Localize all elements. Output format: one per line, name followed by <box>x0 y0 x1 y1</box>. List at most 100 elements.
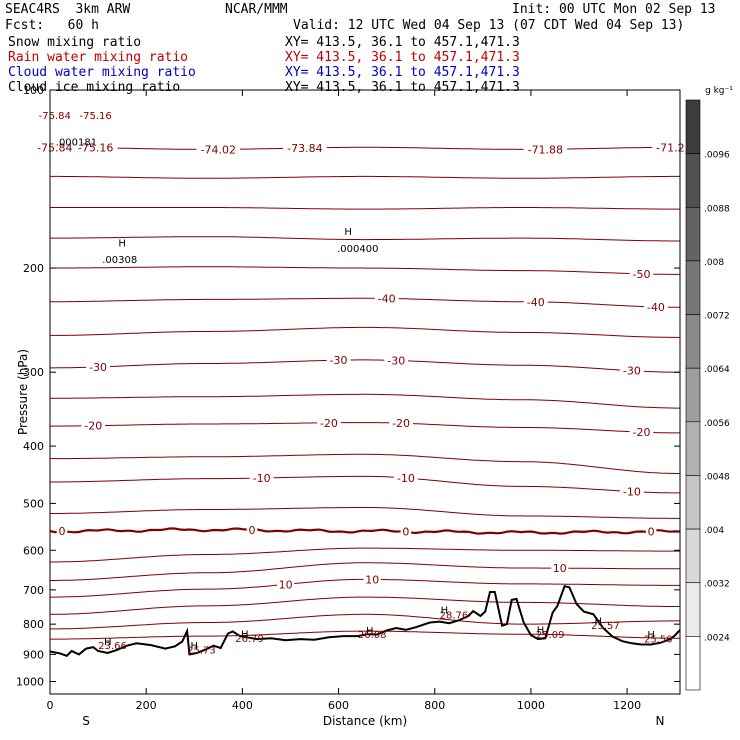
colorbar-label-4: .0064 <box>704 365 730 375</box>
isotherm-label-5-2: -40 <box>647 301 665 314</box>
isotherm-line-6 <box>50 326 680 338</box>
annotation-17: 25.09 <box>536 630 565 641</box>
isotherm-label-bg <box>277 578 295 591</box>
isotherm-line-17 <box>50 596 680 615</box>
terrain-layer <box>49 585 681 657</box>
isotherm-label-bg <box>400 525 412 538</box>
y-tick-label-1: 200 <box>23 262 44 275</box>
isotherm-label-bg <box>363 573 381 586</box>
isotherm-label-7-1: -30 <box>330 354 348 367</box>
colorbar-label-1: .0088 <box>704 204 730 214</box>
colorbar-label-7: .004 <box>704 526 724 536</box>
isotherm-label-bg <box>389 417 413 430</box>
isotherm-label-bg <box>81 419 106 432</box>
isotherm-line-8 <box>50 393 680 409</box>
field-xy-cloud-ice: XY= 413.5, 36.1 to 457.1,471.3 <box>285 80 520 95</box>
isotherm-label-13-2: 0 <box>402 525 409 538</box>
field-xy-rain: XY= 413.5, 36.1 to 457.1,471.3 <box>285 50 520 65</box>
isotherm-label-13-0: 0 <box>59 525 66 538</box>
north-label: N <box>656 714 665 728</box>
isotherm-label-bg <box>86 360 110 373</box>
isotherm-label-bg <box>645 525 657 538</box>
isotherm-label-0-3: -73.84 <box>287 142 322 155</box>
colorbar-label-6: .0048 <box>704 472 730 482</box>
colorbar-label-8: .0032 <box>704 580 730 590</box>
isotherm-label-bg <box>551 562 569 575</box>
forecast-hour: Fcst: 60 h <box>5 18 99 33</box>
colorbar-segment-10 <box>685 636 701 691</box>
x-tick-label-1: 200 <box>136 699 157 712</box>
annotation-7: 23.66 <box>98 641 127 652</box>
field-xy-snow: XY= 413.5, 36.1 to 457.1,471.3 <box>285 35 520 50</box>
isotherm-label-bg <box>393 471 418 484</box>
isotherm-line-15 <box>50 562 680 581</box>
colorbar-label-9: .0024 <box>704 633 730 643</box>
isotherm-label-bg <box>56 525 68 538</box>
y-tick-label-5: 600 <box>23 544 44 557</box>
isotherm-line-2 <box>50 207 680 210</box>
isotherm-label-bg <box>33 141 77 154</box>
annotation-18: H <box>537 626 545 637</box>
colorbar-label-0: .0096 <box>704 151 730 161</box>
isotherm-label-9-1: -20 <box>320 417 338 430</box>
annotation-12: H <box>241 630 249 641</box>
isotherm-line-5 <box>50 297 680 308</box>
y-tick-label-0: 100 <box>23 84 44 97</box>
isotherm-label-11-1: -10 <box>397 472 415 485</box>
axes-layer: 0 200 400 600 800 1000 12001002003004005006007… <box>16 84 680 712</box>
isotherm-line-4 <box>50 266 680 275</box>
model-title: SEAC4RS 3km ARW <box>5 2 131 17</box>
south-label: S <box>82 714 90 728</box>
isotherm-label-bg <box>283 141 327 154</box>
annotation-10: H <box>191 641 199 652</box>
isotherm-line-13 <box>49 527 681 535</box>
isotherm-label-7-2: -30 <box>387 354 405 367</box>
isotherm-label-bg <box>317 416 341 429</box>
y-tick-label-8: 900 <box>23 648 44 661</box>
isotherm-line-12 <box>50 507 680 519</box>
isotherm-label-15-0: 10 <box>553 562 567 575</box>
field-name-cloud-ice: Cloud ice mixing ratio <box>8 80 181 95</box>
isotherm-label-bg <box>523 143 568 156</box>
isotherm-label-7-0: -30 <box>89 361 107 374</box>
annotation-5: .000400 <box>337 244 378 255</box>
plot-frame <box>49 89 681 695</box>
isotherm-label-0-0: -75.84 <box>37 141 72 154</box>
x-axis-label: Distance (km) <box>323 714 407 728</box>
isotherm-line-9 <box>50 422 680 434</box>
annotation-0: -75.84 <box>39 111 71 122</box>
annotation-19: 25.57 <box>591 621 620 632</box>
colorbar-label-5: .0056 <box>704 419 730 429</box>
valid-time: Valid: 12 UTC Wed 04 Sep 13 (07 CDT Wed … <box>293 18 685 33</box>
init-time: Init: 00 UTC Mon 02 Sep 13 <box>512 2 716 17</box>
isotherm-label-bg <box>246 524 258 537</box>
annotation-2: .000181 <box>56 137 97 148</box>
isotherm-label-bg <box>384 354 409 367</box>
y-tick-label-9: 1000 <box>16 675 44 688</box>
colorbar-segment-3 <box>685 260 701 315</box>
isotherm-label-0-5: -71.2 <box>656 141 684 154</box>
isotherm-label-bg <box>629 267 654 280</box>
x-tick-label-2: 400 <box>232 699 253 712</box>
annotation-4: H <box>118 239 126 250</box>
isotherm-label-11-0: -10 <box>253 472 271 485</box>
y-tick-label-6: 700 <box>23 584 44 597</box>
y-tick-label-7: 800 <box>23 618 44 631</box>
y-tick-label-4: 500 <box>23 497 44 510</box>
x-tick-label-3: 600 <box>328 699 349 712</box>
isotherm-label-16-1: 10 <box>365 573 379 586</box>
isotherm-label-13-3: 0 <box>648 526 655 539</box>
annotation-21: 25.50 <box>644 634 673 645</box>
isotherm-label-bg <box>629 426 654 439</box>
annotation-13: 26.08 <box>358 630 387 641</box>
annotation-8: H <box>104 637 112 648</box>
field-name-rain: Rain water mixing ratio <box>8 50 189 65</box>
annotation-6: H <box>344 227 352 238</box>
isotherm-label-bg <box>249 472 274 485</box>
colorbar-segment-1 <box>685 153 701 208</box>
isotherm-label-bg <box>644 300 668 313</box>
isotherm-label-5-1: -40 <box>527 296 545 309</box>
isotherm-line-7 <box>50 359 680 373</box>
isotherm-line-14 <box>50 547 680 563</box>
